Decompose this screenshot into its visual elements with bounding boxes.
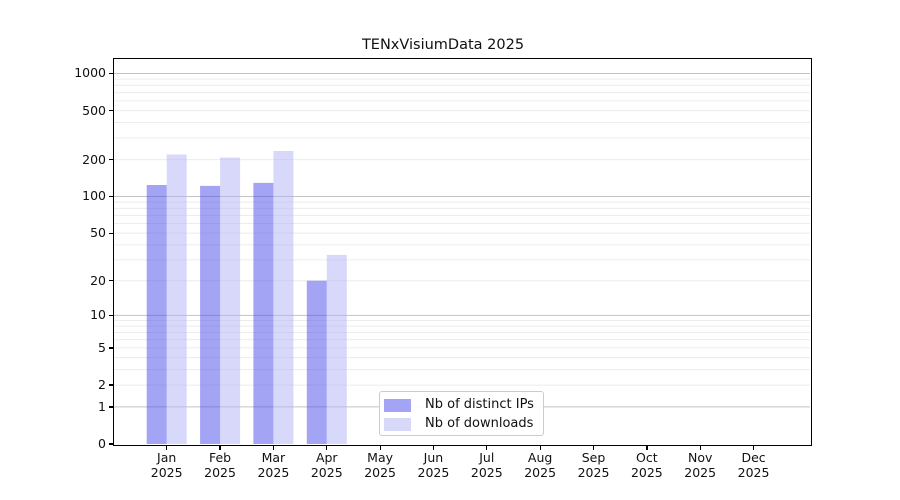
plot-area-border xyxy=(112,57,812,446)
x-axis-tick-mark xyxy=(539,445,541,450)
x-axis-tick-mark xyxy=(272,445,275,450)
bar-downloads xyxy=(220,157,241,444)
x-axis-tick-mark xyxy=(646,445,648,450)
bar-distinct-ips xyxy=(146,185,167,444)
y-axis-tick-mark xyxy=(108,280,113,282)
x-axis-tick-label: Oct 2025 xyxy=(630,450,663,480)
plot-area xyxy=(114,72,810,444)
legend-label-distinct-ips: Nb of distinct IPs xyxy=(425,397,534,412)
x-axis-tick-label: May 2025 xyxy=(364,450,396,480)
x-axis-tick-label: Feb 2025 xyxy=(204,450,236,480)
x-axis-tick-mark xyxy=(752,445,755,450)
bar-downloads xyxy=(326,254,347,444)
y-axis-tick-mark xyxy=(108,158,113,161)
x-axis-tick-label: Jan 2025 xyxy=(150,450,183,480)
legend-swatch-distinct-ips-icon xyxy=(384,398,411,412)
x-axis-tick-mark xyxy=(592,445,595,450)
x-axis-tick-label: Apr 2025 xyxy=(310,450,343,480)
x-axis-tick-mark xyxy=(379,445,381,450)
y-axis-tick-label: 20 xyxy=(90,272,106,288)
bar-distinct-ips xyxy=(253,182,274,444)
y-axis-tick-mark xyxy=(108,406,113,408)
y-axis-tick-mark xyxy=(108,72,113,75)
y-axis-tick-label: 2 xyxy=(98,377,106,393)
y-axis-tick-label: 50 xyxy=(90,225,106,241)
y-axis-tick-mark xyxy=(108,384,113,386)
y-axis-tick-label: 0 xyxy=(98,436,106,451)
y-axis-tick-mark xyxy=(108,109,113,112)
x-axis-tick-mark xyxy=(486,445,488,450)
legend-swatch-downloads-icon xyxy=(384,417,411,431)
y-axis-tick-mark xyxy=(108,195,113,198)
y-axis-tick-label: 1000 xyxy=(74,65,106,81)
legend-label-downloads: Nb of downloads xyxy=(425,416,534,431)
legend: Nb of distinct IPs Nb of downloads xyxy=(379,391,544,436)
y-axis-tick-label: 100 xyxy=(82,188,106,204)
bar-downloads xyxy=(166,154,187,444)
x-axis-tick-label: Dec 2025 xyxy=(737,450,770,480)
legend-item-distinct-ips: Nb of distinct IPs xyxy=(384,396,537,414)
x-axis-tick-mark xyxy=(326,445,328,450)
x-axis-tick-mark xyxy=(219,445,221,450)
x-axis-tick-mark xyxy=(432,445,435,450)
bar-distinct-ips xyxy=(306,280,327,444)
y-axis-tick-label: 200 xyxy=(82,151,106,167)
y-axis-tick-label: 1 xyxy=(98,398,106,414)
y-axis-tick-label: 10 xyxy=(90,307,106,323)
x-axis-tick-label: Mar 2025 xyxy=(257,450,290,480)
x-axis-tick-label: Jul 2025 xyxy=(470,450,503,480)
x-axis-tick-label: Jun 2025 xyxy=(417,450,450,480)
legend-item-downloads: Nb of downloads xyxy=(384,415,537,433)
y-axis-tick-label: 500 xyxy=(82,102,106,118)
bar-downloads xyxy=(273,151,294,444)
x-axis-tick-label: Aug 2025 xyxy=(524,450,557,480)
x-axis-tick-label: Sep 2025 xyxy=(577,450,610,480)
x-axis-tick-label: Nov 2025 xyxy=(684,450,717,480)
chart-title: TENxVisiumData 2025 xyxy=(361,37,525,53)
y-axis-tick-mark xyxy=(108,443,113,445)
x-axis-tick-mark xyxy=(166,445,168,450)
y-axis-tick-mark xyxy=(108,314,113,317)
y-axis-tick-label: 5 xyxy=(98,339,106,355)
y-axis-tick-mark xyxy=(108,347,113,349)
y-axis-tick-mark xyxy=(108,232,113,234)
bar-distinct-ips xyxy=(200,185,221,444)
x-axis-tick-mark xyxy=(699,445,701,450)
